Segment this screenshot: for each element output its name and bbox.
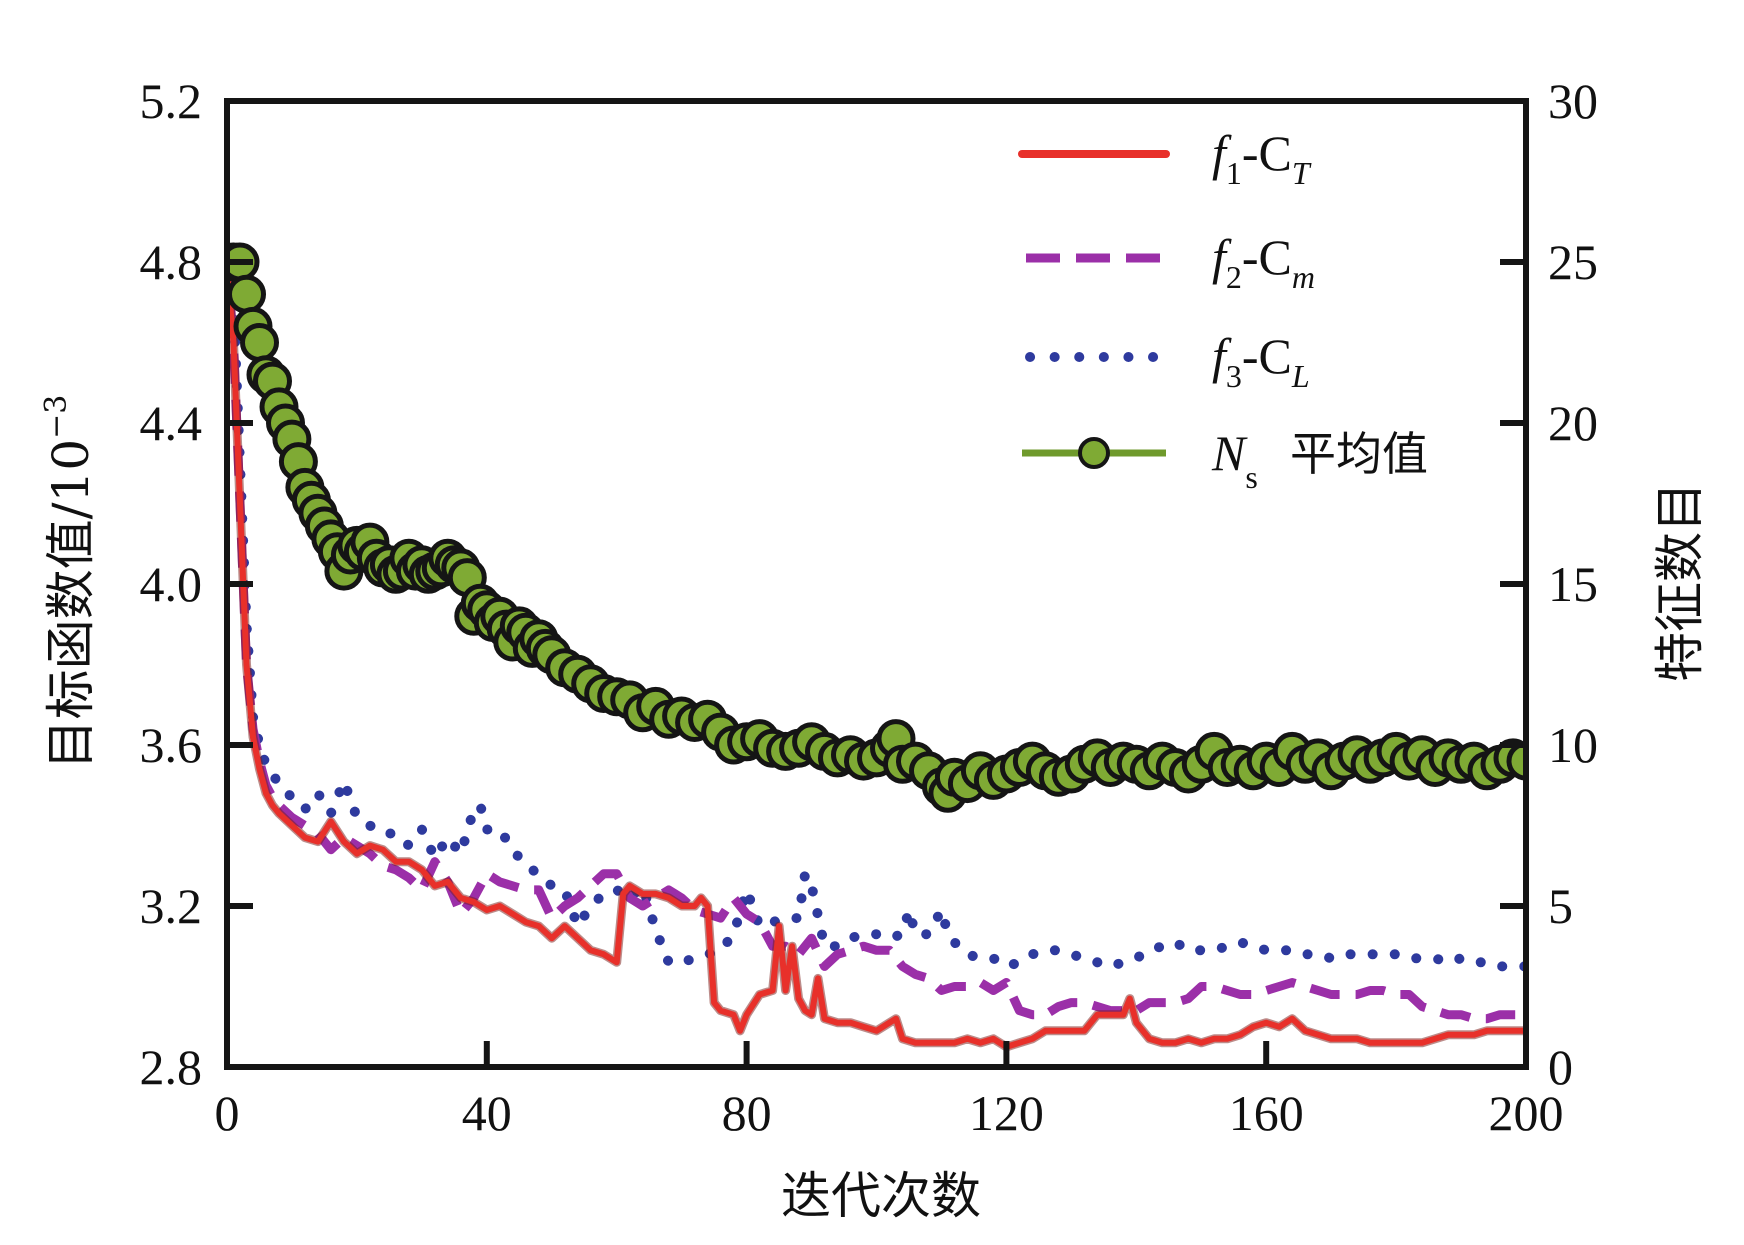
series-marker (227, 274, 266, 314)
legend-ns-sub: s (1245, 459, 1257, 495)
series-f1-ct (227, 269, 1526, 1052)
y2-tick-label: 15 (1548, 556, 1598, 612)
series-f2-cm (227, 261, 1526, 1024)
series-layer (227, 242, 1526, 1052)
series-f3-cl (227, 248, 1526, 972)
y-tick-label: 3.6 (140, 717, 203, 773)
legend-item-f2: f2-Cm (1026, 229, 1315, 295)
series-marker (240, 323, 279, 362)
y2-tick-label: 5 (1548, 878, 1573, 934)
x-axis-title: 迭代次数 (781, 1167, 981, 1225)
series-ns- (227, 242, 1526, 813)
x-tick-label: 200 (1489, 1085, 1564, 1141)
legend-item-f3: f3-CL (1025, 328, 1310, 394)
ticks-layer: 0 40 80 120 160 2002.83.23.64.04.44.85.205101… (140, 73, 1599, 1141)
x-tick-label: 80 (722, 1085, 772, 1141)
legend-ns-cn: 平均值 (1290, 427, 1428, 481)
y2-tick-label: 10 (1548, 717, 1598, 773)
legend-f3-sub: 3 (1226, 358, 1242, 394)
legend-f1-sub: 1 (1226, 155, 1242, 191)
series-line (233, 260, 1526, 797)
x-tick-label: 40 (462, 1085, 512, 1141)
y2-tick-label: 0 (1548, 1039, 1573, 1095)
svg-text:f3-CL: f3-CL (1212, 328, 1310, 394)
legend-f1-mid: -C (1242, 125, 1292, 181)
legend-item-ns: Ns 平均值 (1022, 425, 1428, 495)
y2-tick-label: 30 (1548, 73, 1598, 129)
series-line (227, 269, 1526, 1050)
series-marker (1506, 741, 1526, 781)
legend-ns-n: N (1211, 425, 1248, 481)
legend: f1-CT f2-Cm f3-CL Ns 平均值 (1018, 125, 1428, 495)
y-tick-label: 3.2 (140, 878, 203, 934)
legend-f2-sub2: m (1292, 259, 1315, 295)
series-line (227, 248, 1526, 972)
y-tick-label: 4.4 (140, 395, 203, 451)
legend-f2-sub: 2 (1226, 259, 1242, 295)
y-axis-title: 目标函数值/10−3 (39, 395, 100, 770)
legend-item-f1: f1-CT (1018, 125, 1312, 191)
y-axis-title-exponent: −3 (39, 395, 74, 439)
svg-text:特征数目: 特征数目 (1651, 482, 1709, 682)
y2-tick-label: 20 (1548, 395, 1598, 451)
x-tick-label: 120 (969, 1085, 1044, 1141)
y-tick-label: 5.2 (140, 73, 203, 129)
legend-f3-sub2: L (1291, 358, 1310, 394)
svg-text:f2-Cm: f2-Cm (1212, 229, 1315, 295)
y-axis-title-main: 目标函数值/10 (42, 439, 100, 769)
legend-swatch-ns-marker (1078, 437, 1110, 469)
legend-f1-sub2: T (1292, 155, 1312, 191)
y2-axis-title: 特征数目 (1651, 482, 1709, 682)
svg-text:Ns: Ns (1211, 425, 1258, 495)
y-tick-label: 4.8 (140, 234, 203, 290)
series-line (227, 261, 1526, 1024)
legend-f3-mid: -C (1242, 328, 1292, 384)
x-tick-label: 0 (215, 1085, 240, 1141)
x-tick-label: 160 (1229, 1085, 1304, 1141)
y-tick-label: 4.0 (140, 556, 203, 612)
legend-f2-mid: -C (1242, 229, 1292, 285)
svg-text:f1-CT: f1-CT (1212, 125, 1312, 191)
svg-text:目标函数值/10−3: 目标函数值/10−3 (39, 395, 100, 770)
y-tick-label: 2.8 (140, 1039, 203, 1095)
y2-tick-label: 25 (1548, 234, 1598, 290)
